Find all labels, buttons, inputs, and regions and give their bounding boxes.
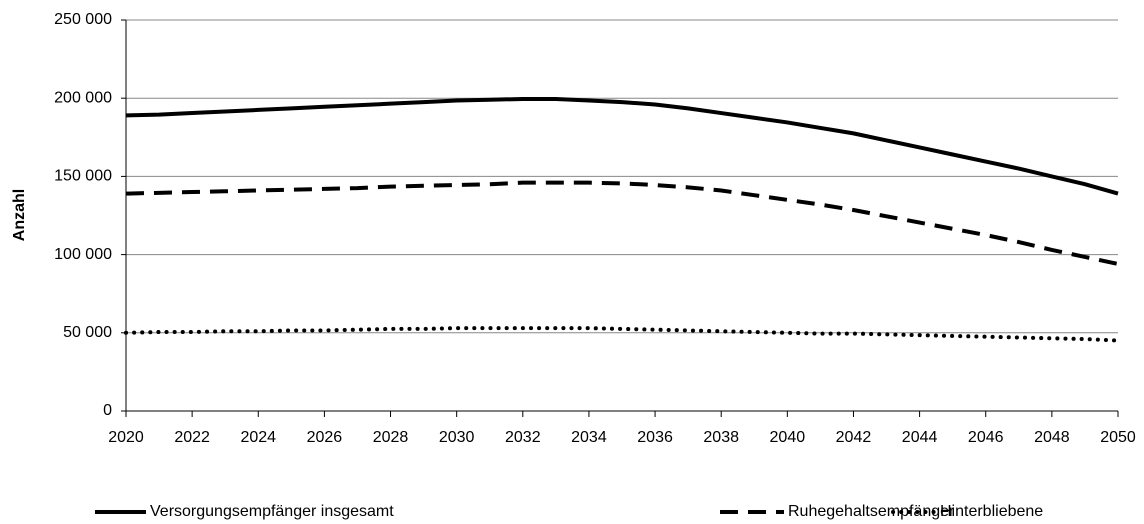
x-tick-label: 2038 — [703, 429, 739, 446]
y-axis-label: Anzahl — [11, 189, 28, 241]
x-tick-label: 2032 — [505, 429, 541, 446]
x-tick-label: 2042 — [836, 429, 872, 446]
x-tick-label: 2028 — [373, 429, 409, 446]
x-tick-label: 2022 — [174, 429, 210, 446]
series-line — [125, 96, 1119, 196]
legend-label: Versorgungsempfänger insgesamt — [150, 503, 394, 520]
x-tick-label: 2044 — [902, 429, 938, 446]
legend-label: Ruhegehaltsempfänger — [788, 503, 955, 520]
x-tick-label: 2036 — [637, 429, 673, 446]
y-tick-label: 200 000 — [54, 89, 112, 106]
y-tick-label: 250 000 — [54, 11, 112, 28]
legend-label: Hinterbliebene — [940, 503, 1043, 520]
x-tick-label: 2020 — [108, 429, 144, 446]
series-line — [125, 180, 1119, 266]
x-tick-label: 2034 — [571, 429, 607, 446]
y-tick-label: 150 000 — [54, 168, 112, 185]
y-tick-label: 0 — [103, 402, 112, 419]
x-tick-label: 2030 — [439, 429, 475, 446]
x-tick-label: 2046 — [968, 429, 1004, 446]
x-tick-label: 2024 — [240, 429, 276, 446]
x-tick-label: 2040 — [770, 429, 806, 446]
series-line — [124, 326, 1120, 343]
y-tick-label: 100 000 — [54, 246, 112, 263]
x-tick-label: 2050 — [1100, 429, 1136, 446]
x-tick-label: 2048 — [1034, 429, 1070, 446]
y-tick-label: 50 000 — [63, 324, 112, 341]
x-tick-label: 2026 — [307, 429, 343, 446]
